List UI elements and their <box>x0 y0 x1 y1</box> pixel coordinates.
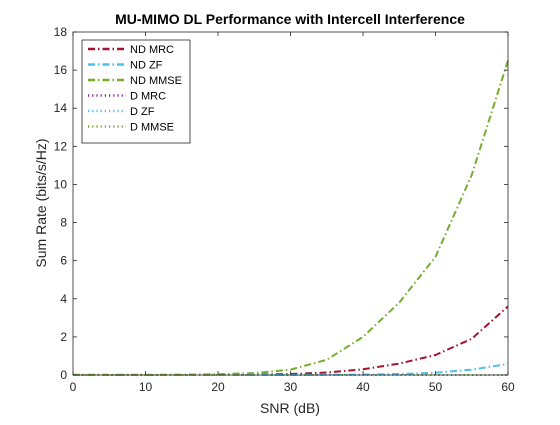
y-tick-label: 12 <box>54 139 68 153</box>
y-tick-label: 6 <box>60 254 67 268</box>
legend: ND MRC ND ZF ND MMSE D MRC D ZF D MMSE <box>81 39 191 144</box>
x-tick-label: 60 <box>501 380 515 394</box>
chart-title: MU-MIMO DL Performance with Intercell In… <box>115 11 465 27</box>
legend-label: ND MMSE <box>130 75 182 87</box>
series-line-nd-mrc <box>73 305 509 376</box>
y-tick-label: 16 <box>54 63 68 77</box>
x-tick-label: 40 <box>356 380 370 394</box>
x-tick-label: 30 <box>284 380 298 394</box>
y-tick-label: 14 <box>54 101 68 115</box>
legend-label: ND MRC <box>130 44 174 56</box>
legend-label: D MRC <box>130 91 166 103</box>
legend-label: ND ZF <box>130 60 163 72</box>
y-axis-label: Sum Rate (bits/s/Hz) <box>33 138 49 267</box>
x-tick-label: 50 <box>429 380 443 394</box>
y-tick-label: 8 <box>60 216 67 230</box>
legend-label: D MMSE <box>130 122 174 134</box>
legend-box <box>81 39 191 144</box>
x-tick-label: 20 <box>211 380 225 394</box>
y-tick-label: 4 <box>60 292 67 306</box>
y-tick-label: 2 <box>60 330 67 344</box>
y-tick-label: 0 <box>60 368 67 382</box>
axes: 0 10 20 30 40 50 60 0 2 4 6 8 10 12 14 16 18 <box>54 25 515 394</box>
y-tick-label: 10 <box>54 177 68 191</box>
legend-label: D ZF <box>130 106 155 118</box>
x-tick-label: 0 <box>70 380 77 394</box>
x-tick-label: 10 <box>139 380 153 394</box>
y-tick-label: 18 <box>54 25 68 39</box>
x-axis-label: SNR (dB) <box>260 400 320 416</box>
